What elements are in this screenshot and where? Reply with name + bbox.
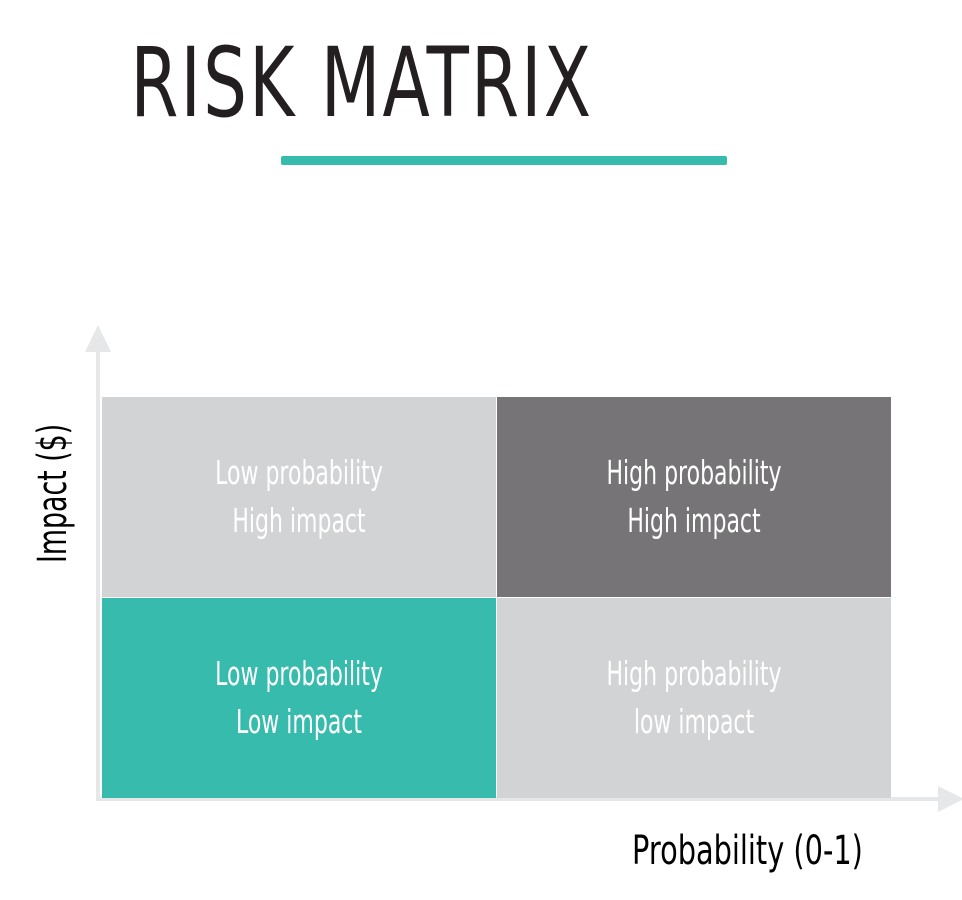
x-axis-arrow-icon (938, 786, 962, 812)
quadrant-label-line1: High probability (606, 654, 782, 693)
quadrant-label-line1: Low probability (215, 654, 383, 693)
page-title: RISK MATRIX (130, 27, 594, 139)
quadrant-bottom-right: High probability low impact (497, 598, 891, 798)
y-axis-label: Impact ($) (30, 423, 76, 563)
quadrant-label: Low probability Low impact (102, 650, 496, 746)
quadrant-label-line1: Low probability (215, 453, 383, 492)
quadrant-bottom-left: Low probability Low impact (102, 598, 496, 798)
quadrant-label: Low probability High impact (102, 449, 496, 545)
quadrant-label-line2: low impact (633, 702, 755, 741)
quadrant-label-line2: High impact (232, 501, 366, 540)
quadrant-label-line1: High probability (606, 453, 782, 492)
x-axis-label: Probability (0-1) (632, 828, 863, 874)
quadrant-label-line2: High impact (627, 501, 761, 540)
quadrant-label: High probability low impact (497, 650, 891, 746)
quadrant-top-right: High probability High impact (497, 397, 891, 597)
quadrant-label-line2: Low impact (235, 702, 363, 741)
title-underline (281, 156, 727, 165)
y-axis-arrow-icon (85, 325, 111, 352)
quadrant-label: High probability High impact (497, 449, 891, 545)
quadrant-top-left: Low probability High impact (102, 397, 496, 597)
